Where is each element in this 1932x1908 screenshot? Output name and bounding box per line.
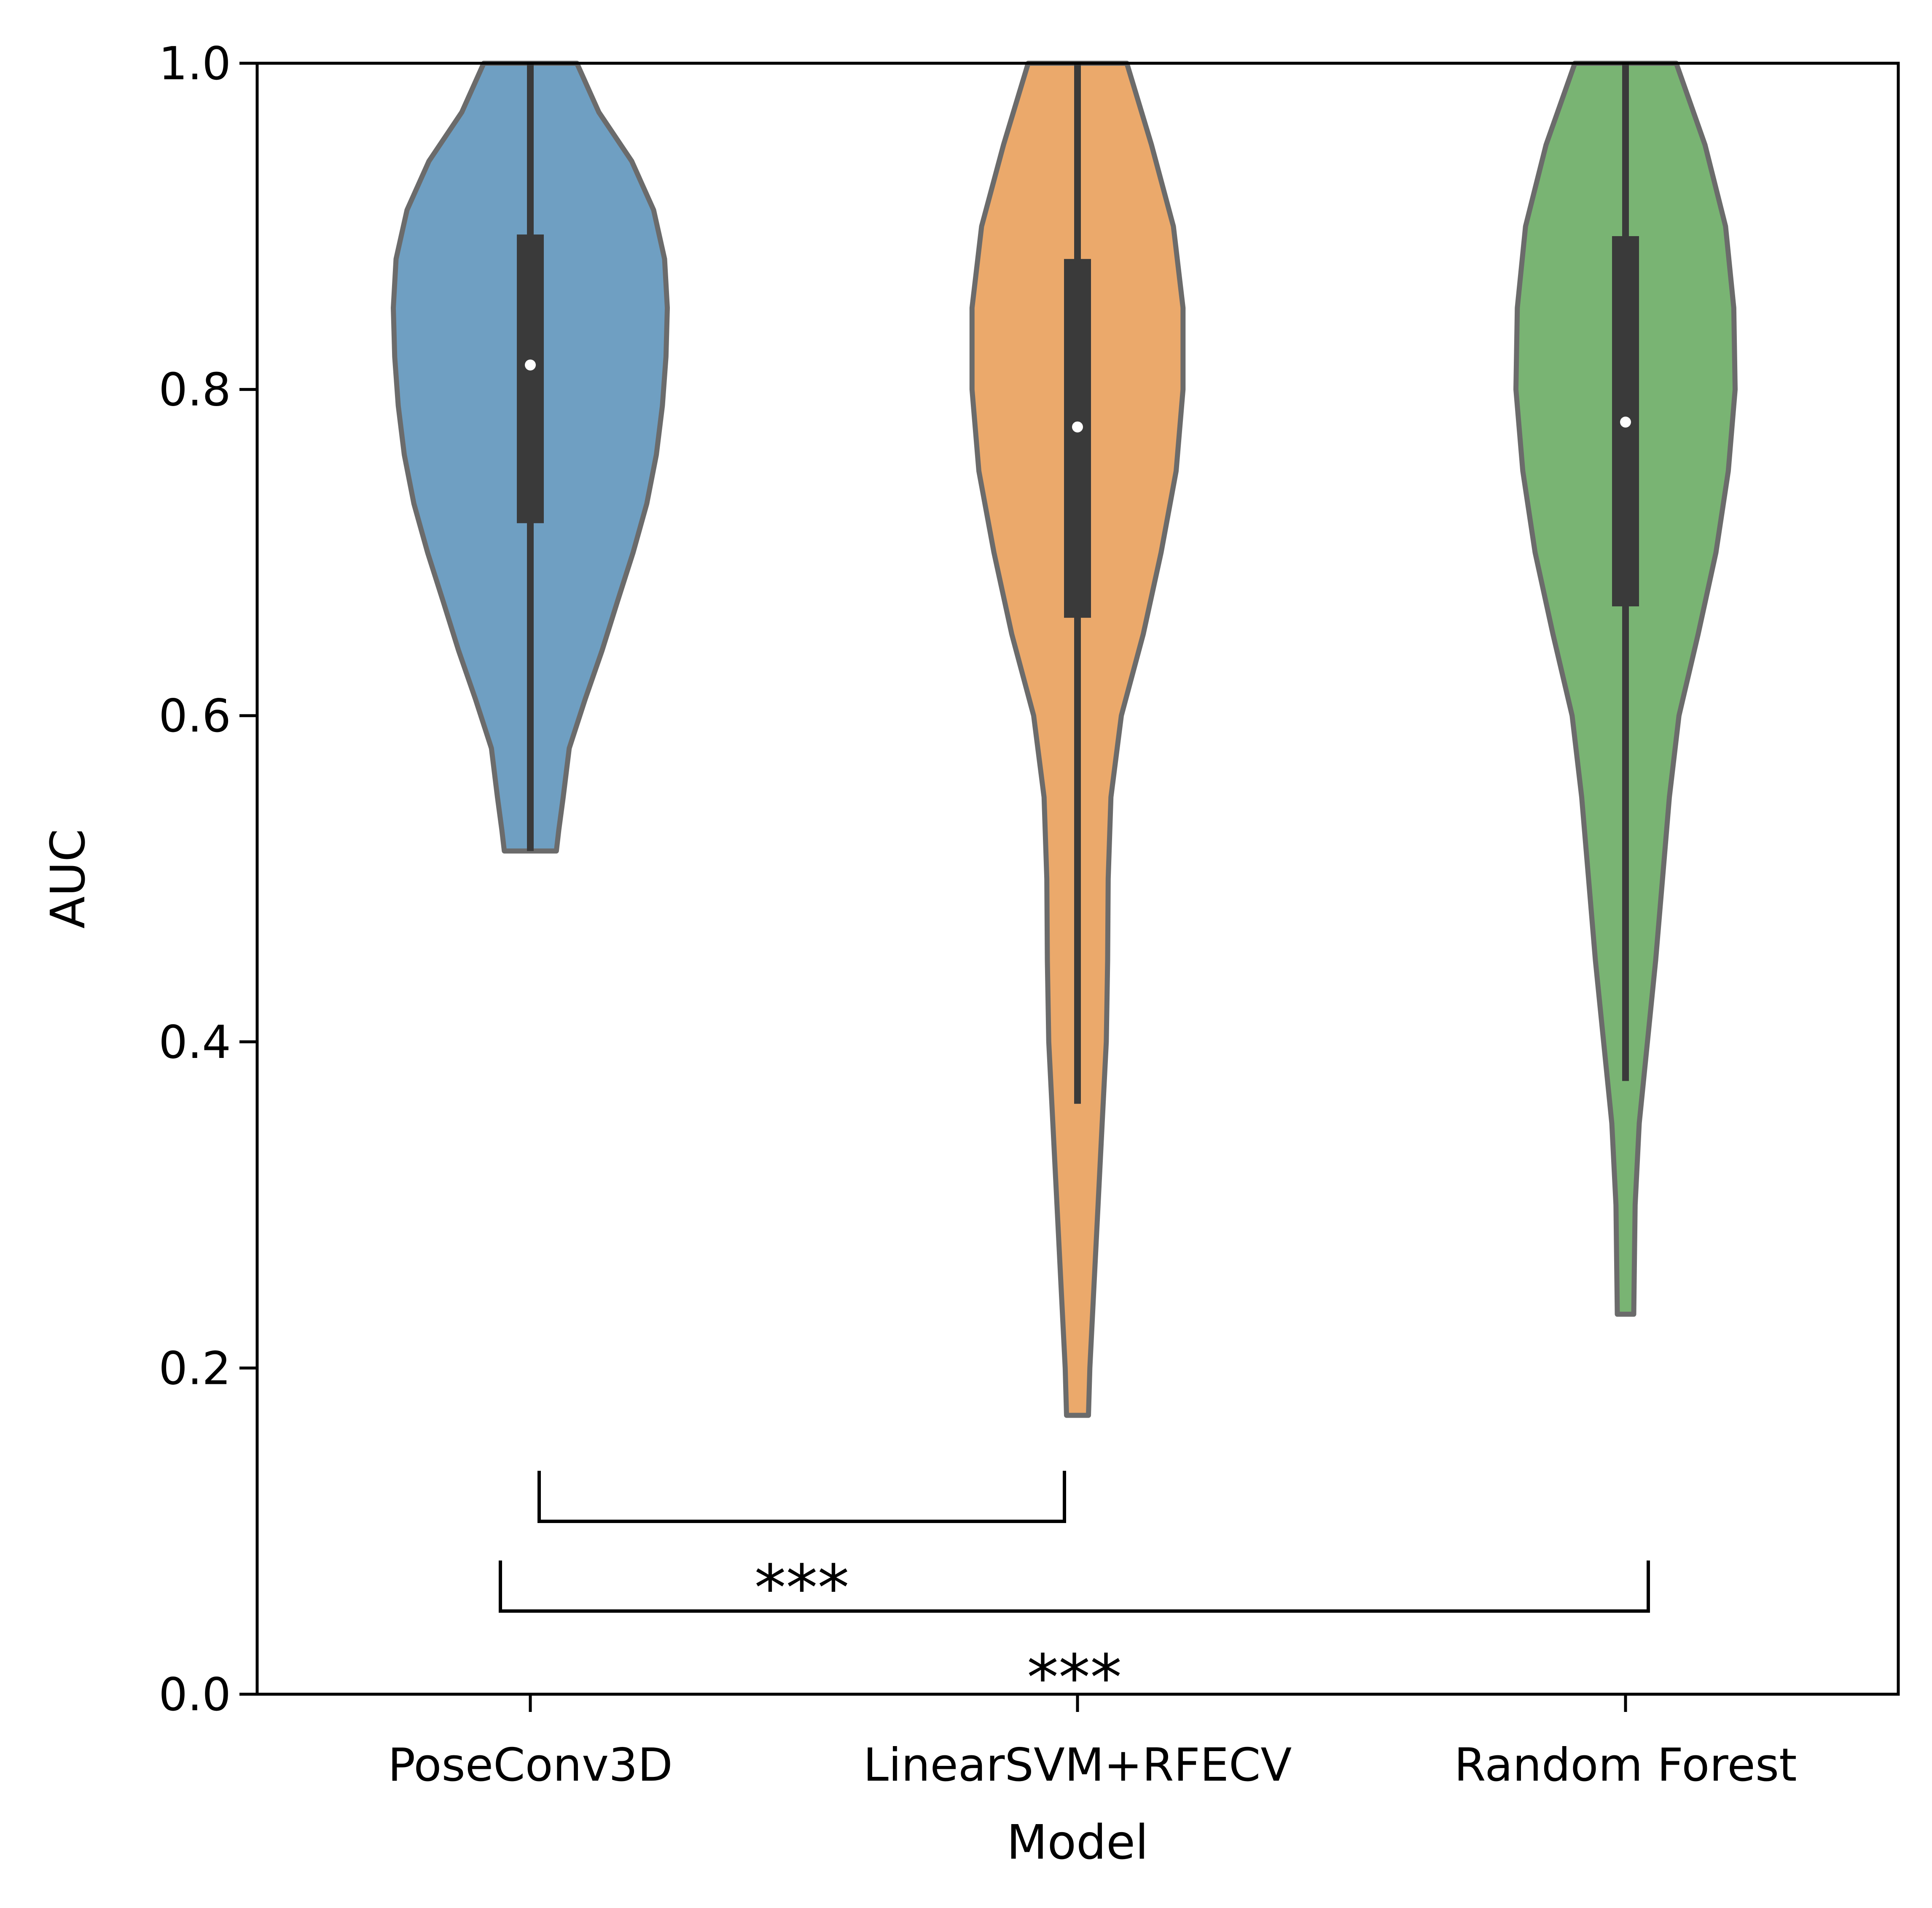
significance-label: *** — [1027, 1642, 1122, 1715]
significance-layer: *** *** — [499, 1471, 1650, 1715]
significance-bracket-1: *** — [499, 1560, 1650, 1715]
y-tick-label: 0.6 — [159, 690, 231, 743]
violin-0 — [391, 61, 670, 854]
significance-label: *** — [755, 1552, 849, 1625]
x-tick-label: Random Forest — [1454, 1739, 1797, 1792]
x-axis: PoseConv3D LinearSVM+RFECV Random Forest — [388, 1694, 1797, 1792]
y-tick-label: 0.0 — [159, 1668, 231, 1721]
violins-layer — [391, 61, 1738, 1418]
significance-bracket-0: *** — [537, 1471, 1066, 1625]
iqr-box — [1064, 259, 1091, 618]
bracket-line — [499, 1560, 1650, 1613]
y-tick-label: 0.4 — [159, 1016, 231, 1069]
violin-1 — [969, 61, 1186, 1418]
median-point — [1072, 421, 1083, 433]
median-point — [525, 359, 536, 371]
x-tick-label: PoseConv3D — [388, 1739, 673, 1792]
y-axis-label: AUC — [41, 829, 96, 929]
violin-2 — [1513, 61, 1738, 1317]
median-point — [1620, 416, 1631, 428]
x-axis-label: Model — [1007, 1815, 1148, 1870]
y-tick-label: 1.0 — [159, 38, 231, 90]
bracket-line — [537, 1471, 1066, 1523]
y-tick-label: 0.8 — [159, 364, 231, 417]
x-tick-label: LinearSVM+RFECV — [863, 1739, 1292, 1792]
iqr-box — [517, 234, 544, 523]
y-axis: 0.0 0.2 0.4 0.6 0.8 1.0 — [159, 38, 257, 1721]
y-tick-label: 0.2 — [159, 1342, 231, 1395]
